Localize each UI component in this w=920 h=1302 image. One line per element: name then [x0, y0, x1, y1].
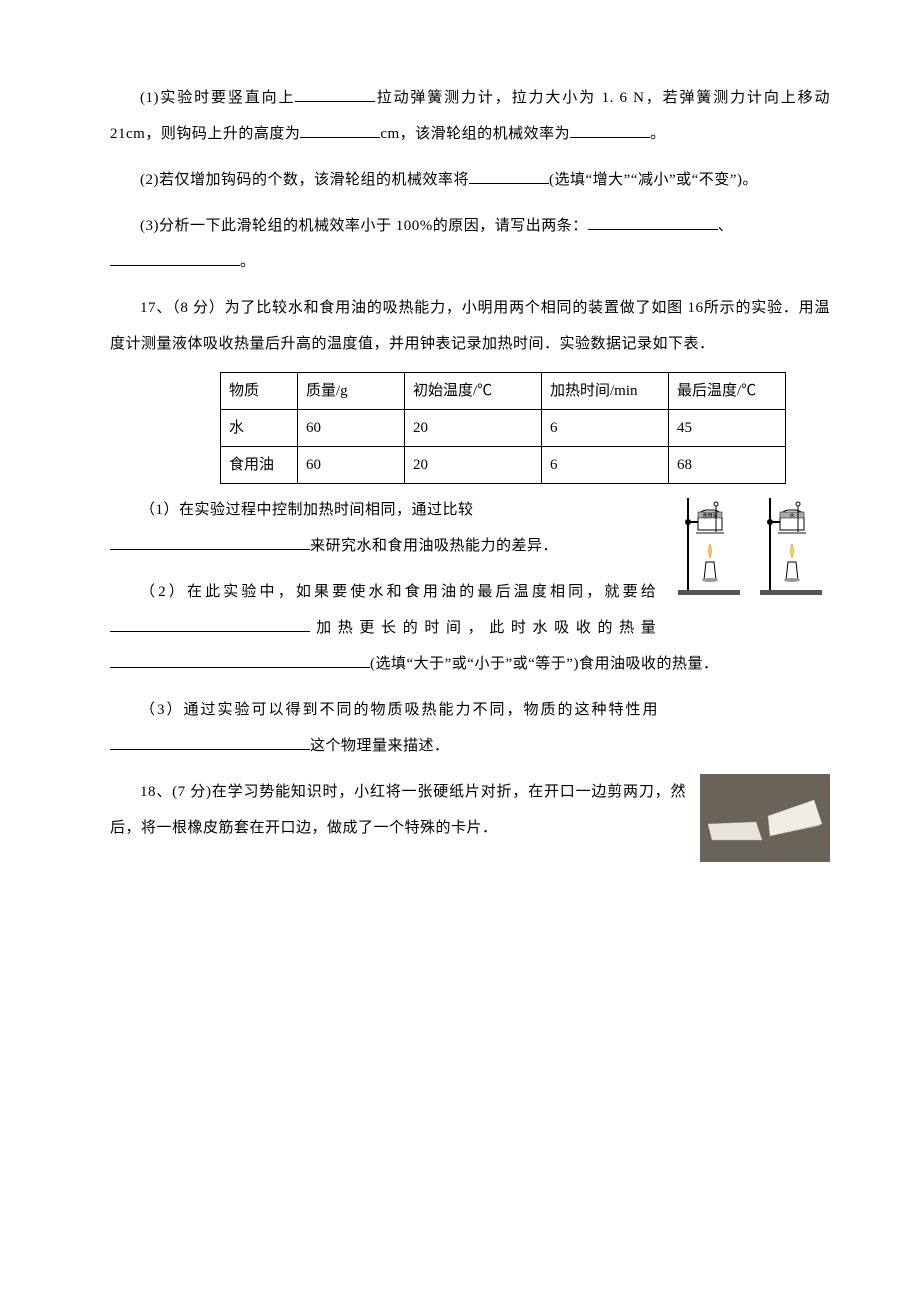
- text: 、: [718, 218, 734, 234]
- td: 6: [542, 447, 669, 484]
- blank: [570, 122, 650, 138]
- td: 6: [542, 410, 669, 447]
- th: 最后温度/℃: [669, 373, 786, 410]
- table-row: 物质 质量/g 初始温度/℃ 加热时间/min 最后温度/℃: [221, 373, 786, 410]
- text: 这个物理量来描述．: [310, 738, 450, 754]
- th: 物质: [221, 373, 298, 410]
- q16-part2: (2)若仅增加钩码的个数，该滑轮组的机械效率将 (选填“增大”“减小”或“不变”)…: [110, 162, 830, 198]
- td: 20: [405, 447, 542, 484]
- text: （2）在此实验中，如果要使水和食用油的最后温度相同，就要给: [140, 584, 656, 600]
- blank: [469, 168, 549, 184]
- apparatus-water-icon: 水: [756, 492, 826, 596]
- svg-text:水: 水: [789, 512, 794, 519]
- text: cm，该滑轮组的机械效率为: [380, 126, 570, 142]
- text: 来研究水和食用油吸热能力的差异．: [310, 538, 558, 554]
- q17-part3: （3）通过实验可以得到不同的物质吸热能力不同，物质的这种特性用 这个物理量来描述…: [110, 692, 830, 764]
- blank: [110, 250, 240, 266]
- blank: [110, 616, 310, 632]
- text: 加热更长的时间，此时水吸收的热量: [310, 620, 656, 636]
- text: 18、(7 分)在学习势能知识时，小红将一张硬纸片对折，在开口一边剪两刀，然后，…: [110, 784, 686, 836]
- table-row: 食用油 60 20 6 68: [221, 447, 786, 484]
- td: 水: [221, 410, 298, 447]
- text: （3）通过实验可以得到不同的物质吸热能力不同，物质的这种特性用: [140, 702, 660, 718]
- text: (1)实验时要竖直向上: [140, 90, 295, 106]
- text: (2)若仅增加钩码的个数，该滑轮组的机械效率将: [140, 172, 469, 188]
- blank: [295, 86, 375, 102]
- blank: [110, 652, 370, 668]
- apparatus-figure: 食用油 水: [670, 492, 830, 610]
- td: 20: [405, 410, 542, 447]
- blank: [110, 534, 310, 550]
- svg-text:食用油: 食用油: [703, 512, 718, 519]
- blank: [110, 734, 310, 750]
- th: 质量/g: [298, 373, 405, 410]
- text: (3)分析一下此滑轮组的机械效率小于 100%的原因，请写出两条：: [140, 218, 588, 234]
- q16-part1: (1)实验时要竖直向上拉动弹簧测力计，拉力大小为 1. 6 N，若弹簧测力计向上…: [110, 80, 830, 152]
- blank: [588, 214, 718, 230]
- apparatus-oil-icon: 食用油: [674, 492, 744, 596]
- data-table: 物质 质量/g 初始温度/℃ 加热时间/min 最后温度/℃ 水 60 20 6…: [220, 372, 786, 484]
- card-photo: [700, 774, 830, 862]
- text: （1）在实验过程中控制加热时间相同，通过比较: [140, 502, 474, 518]
- text: 。: [650, 126, 666, 142]
- text: 。: [240, 254, 256, 270]
- th: 初始温度/℃: [405, 373, 542, 410]
- text: (选填“大于”或“小于”或“等于”)食用油吸收的热量．: [370, 656, 718, 672]
- td: 45: [669, 410, 786, 447]
- q16-part3: (3)分析一下此滑轮组的机械效率小于 100%的原因，请写出两条： 、 。: [110, 208, 830, 280]
- table-row: 水 60 20 6 45: [221, 410, 786, 447]
- td: 60: [298, 410, 405, 447]
- th: 加热时间/min: [542, 373, 669, 410]
- td: 60: [298, 447, 405, 484]
- q17-intro: 17、（8 分）为了比较水和食用油的吸热能力，小明用两个相同的装置做了如图 16…: [110, 290, 830, 362]
- td: 食用油: [221, 447, 298, 484]
- text: (选填“增大”“减小”或“不变”)。: [549, 172, 758, 188]
- text: 17、（8 分）为了比较水和食用油的吸热能力，小明用两个相同的装置做了如图 16…: [110, 300, 830, 352]
- blank: [300, 122, 380, 138]
- td: 68: [669, 447, 786, 484]
